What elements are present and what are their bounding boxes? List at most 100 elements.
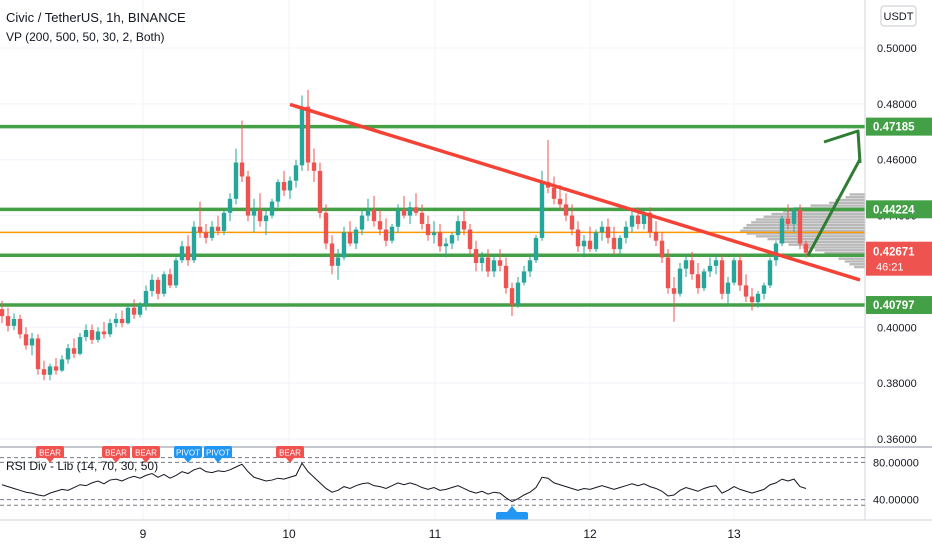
volume-profile-bar [788,243,865,246]
candle-body [179,246,185,261]
candle-body [269,201,275,216]
candle-body [485,257,491,272]
indicator-title: VP (200, 500, 50, 30, 2, Both) [6,30,165,44]
candle-body [455,221,461,236]
candle-body [221,212,227,231]
candle-body [323,212,329,244]
candle-body [65,348,71,360]
candle-body [167,274,173,286]
rsi-line [1,462,807,503]
oscillator-scale: 80.00000 40.00000 [873,457,919,506]
currency-button[interactable]: USDT [884,11,914,23]
volume-profile-bar [844,260,865,263]
currency-button-bg[interactable] [880,5,917,27]
candle-body [683,260,689,269]
y-tick-label: 0.46000 [877,155,917,167]
candle-body [389,226,395,241]
level-label: 0.40797 [873,300,915,312]
volume-profile-bar [854,265,865,269]
signal-marker-pointer [507,506,517,512]
signal-marker [204,446,232,458]
candle-body [47,366,53,375]
x-tick-label: 13 [727,527,741,541]
signal-marker [36,446,64,458]
candle-body [785,218,791,224]
signal-marker [132,446,160,458]
volume-profile-bar [779,240,865,244]
signal-marker-pointer [142,458,150,463]
candle-body [779,218,785,244]
candle-body [233,162,239,199]
time-axis[interactable]: 9 10 11 12 13 [140,527,741,541]
candle-body [461,221,467,230]
signal-marker [496,512,528,520]
candle-body [17,318,23,335]
candle-body [119,318,125,324]
candle-body [281,182,287,191]
signal-marker [102,446,130,458]
candle-body [5,316,11,326]
candle-body [479,257,485,264]
candle-body [263,215,269,222]
candle-body [671,288,677,294]
volume-profile-bar [802,246,865,249]
candle-body [605,226,611,238]
candle-body [413,207,419,213]
volume-profile-bar [751,221,865,224]
candle-body [377,221,383,230]
candle-body [599,226,605,233]
candle-body [635,215,641,224]
trendline[interactable] [289,102,861,282]
signal-marker-label: BEAR [39,449,61,458]
volume-profile-bar [849,263,865,266]
x-tick-label: 12 [583,527,597,541]
volume-profile-bar [755,235,865,238]
candle-body [641,212,647,224]
y-tick-label: 0.36000 [877,434,917,446]
candle-body [251,209,257,216]
candle-body [791,209,797,224]
candle-body [383,229,389,241]
signal-marker-label: PIVOT [176,449,200,458]
volume-profile-bar [771,212,865,216]
signal-marker-label: BEAR [135,449,157,458]
candle-body [425,223,431,236]
candle-body [647,212,653,233]
candle-body [29,338,35,346]
candle-body [215,226,221,231]
candle-body [581,240,587,247]
candle-body [143,290,149,305]
candle-body [659,240,665,258]
signal-marker-label: PIVOT [206,449,230,458]
candle-body [515,282,521,305]
candle-body [59,359,65,371]
candle-body [743,285,749,297]
candle-body [473,249,479,264]
volume-profile-bar [838,257,865,260]
candle-body [431,232,437,236]
signal-marker [276,446,304,458]
candle-body [677,268,683,294]
candle-body [161,274,167,294]
volume-profile-bar [849,193,865,196]
candle-body [401,209,407,216]
candle-body [755,293,761,303]
candle-body [23,334,29,346]
candle-body [395,209,401,227]
candle-body [767,260,773,286]
candle-body [11,318,17,326]
projection-arrow[interactable] [806,129,862,257]
signal-marker-label: BEAR [279,449,301,458]
candle-body [419,212,425,224]
candle-body [137,304,143,315]
candle-body [191,226,197,261]
candle-body [719,260,725,294]
candles [0,89,809,381]
candle-body [173,260,179,286]
osc-level-label: 80.00000 [873,457,919,469]
volume-profile-bar [810,204,865,207]
volume-profile-bar [845,196,865,199]
volume-profile-bar [743,226,865,230]
candle-body [155,279,161,294]
